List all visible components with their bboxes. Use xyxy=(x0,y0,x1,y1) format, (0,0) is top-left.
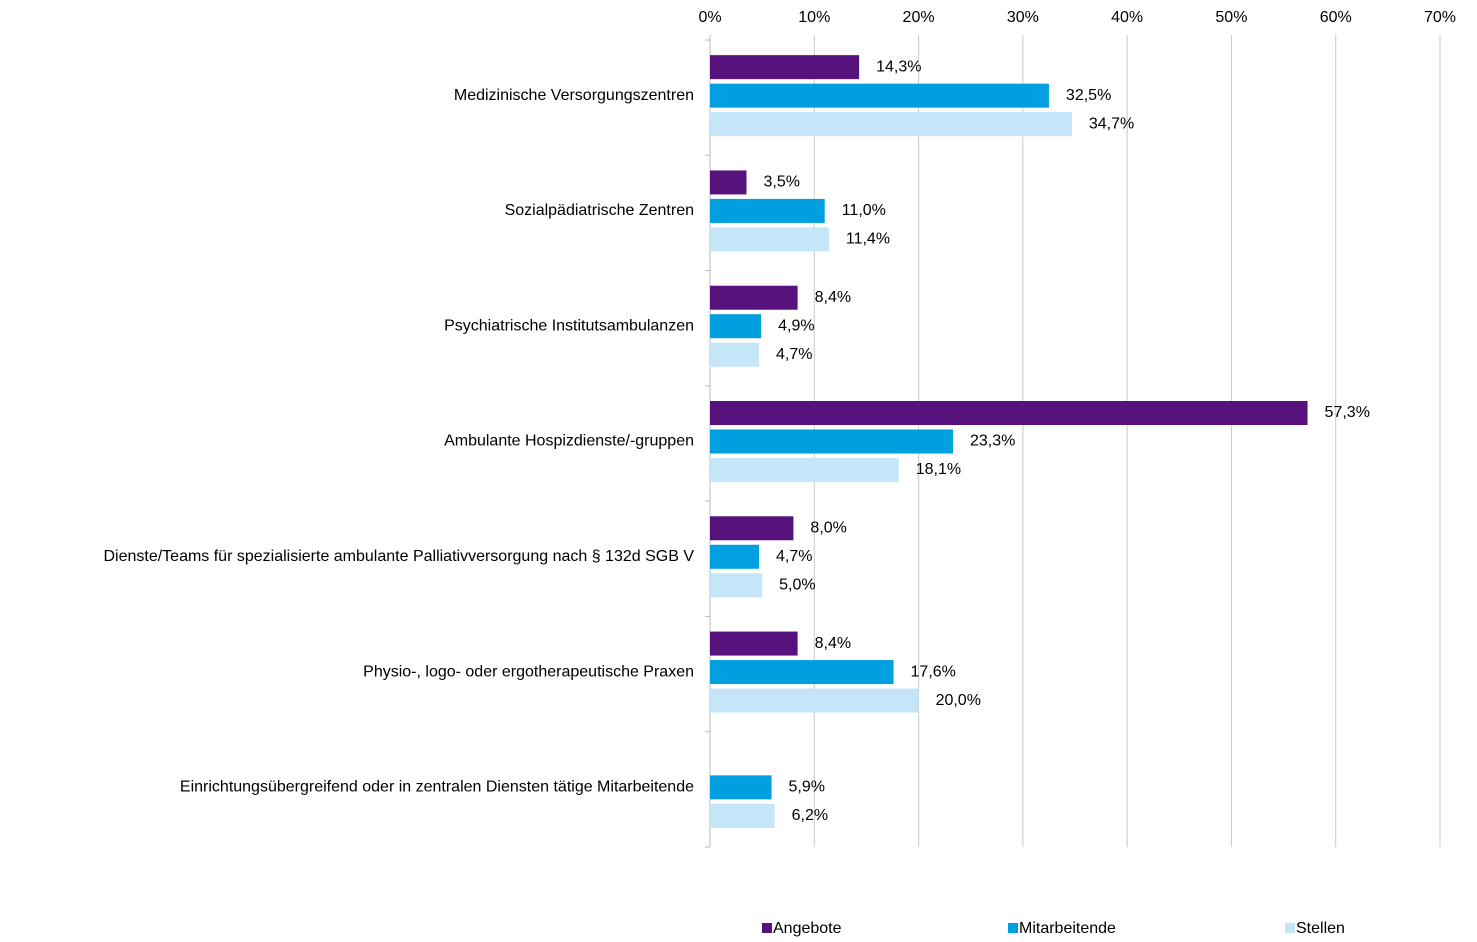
x-tick-label: 20% xyxy=(903,9,935,26)
legend-label: Angebote xyxy=(773,920,842,937)
bar xyxy=(710,198,825,223)
category-label: Ambulante Hospizdienste/-gruppen xyxy=(444,433,694,450)
value-label: 8,4% xyxy=(815,289,851,306)
category-label: Psychiatrische Institutsambulanzen xyxy=(444,317,694,334)
bar xyxy=(710,83,1049,108)
value-label: 23,3% xyxy=(970,433,1015,450)
x-tick-label: 0% xyxy=(698,9,721,26)
category-label: Einrichtungsübergreifend oder in zentral… xyxy=(180,779,694,796)
x-tick-label: 40% xyxy=(1111,9,1143,26)
value-label: 11,4% xyxy=(846,231,890,248)
value-label: 3,5% xyxy=(764,174,800,191)
bar xyxy=(710,660,894,685)
value-label: 6,2% xyxy=(792,807,828,824)
bar xyxy=(710,429,953,454)
x-tick-label: 60% xyxy=(1320,9,1352,26)
bar xyxy=(710,285,798,310)
value-label: 11,0% xyxy=(842,202,886,219)
category-label: Physio-, logo- oder ergotherapeutische P… xyxy=(363,663,694,680)
value-label: 8,0% xyxy=(810,520,846,537)
bar xyxy=(710,458,899,482)
value-label: 18,1% xyxy=(916,461,961,478)
bar xyxy=(710,803,775,828)
bar xyxy=(710,227,829,252)
bar xyxy=(710,170,747,195)
bar xyxy=(710,775,772,800)
legend-swatch xyxy=(762,923,772,933)
value-label: 17,6% xyxy=(911,663,956,680)
value-label: 4,7% xyxy=(776,548,812,565)
category-label: Medizinische Versorgungszentren xyxy=(454,87,694,104)
category-label: Dienste/Teams für spezialisierte ambulan… xyxy=(103,548,694,565)
bar xyxy=(710,55,860,80)
bar xyxy=(710,573,763,598)
legend-swatch xyxy=(1285,923,1295,933)
x-tick-label: 50% xyxy=(1215,9,1247,26)
legend-label: Stellen xyxy=(1296,920,1345,937)
value-label: 34,7% xyxy=(1089,115,1134,132)
value-label: 5,9% xyxy=(789,779,825,796)
x-tick-label: 30% xyxy=(1007,9,1039,26)
bar xyxy=(710,112,1072,137)
bar xyxy=(710,544,760,569)
value-label: 8,4% xyxy=(815,635,851,652)
x-tick-label: 70% xyxy=(1424,9,1456,26)
value-label: 4,9% xyxy=(778,317,814,334)
value-label: 14,3% xyxy=(876,58,921,75)
bar xyxy=(710,516,794,541)
x-tick-label: 10% xyxy=(798,9,830,26)
value-label: 5,0% xyxy=(779,577,815,594)
bar xyxy=(710,688,919,713)
value-label: 32,5% xyxy=(1066,87,1111,104)
legend-label: Mitarbeitende xyxy=(1019,920,1116,937)
value-label: 57,3% xyxy=(1325,404,1370,421)
legend-swatch xyxy=(1008,923,1018,933)
bar xyxy=(710,631,798,656)
value-label: 4,7% xyxy=(776,346,812,363)
bar xyxy=(710,314,762,339)
value-label: 20,0% xyxy=(936,692,981,709)
category-label: Sozialpädiatrische Zentren xyxy=(505,202,694,219)
bar xyxy=(710,401,1308,425)
bar xyxy=(710,342,760,367)
